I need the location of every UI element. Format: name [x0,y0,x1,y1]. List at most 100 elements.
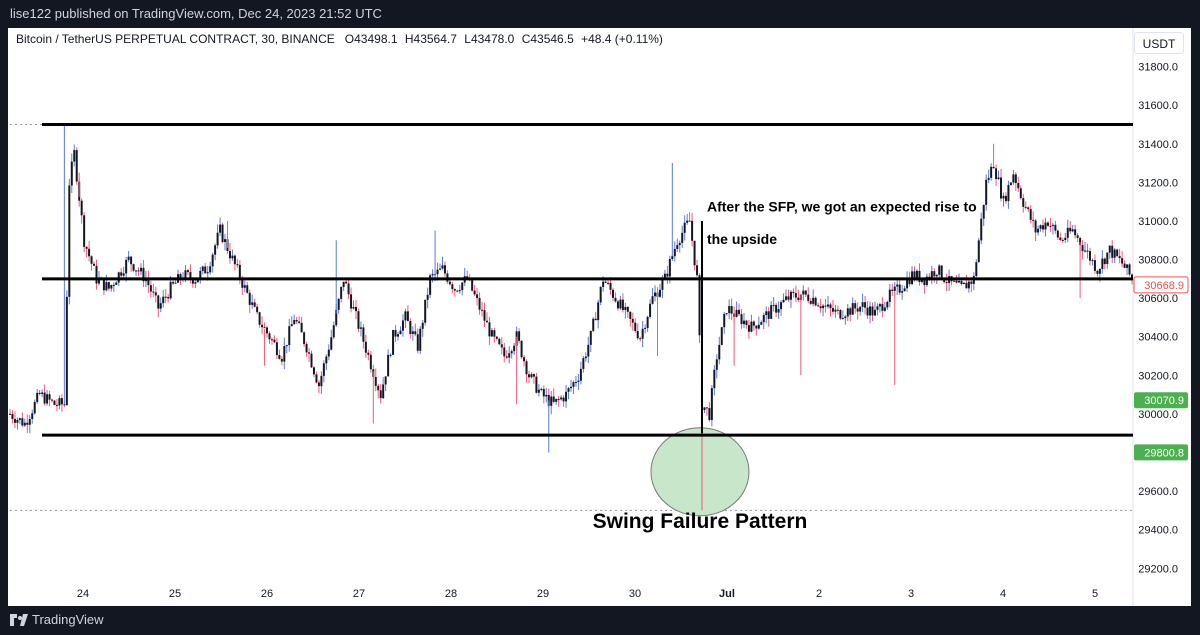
candle-body [765,311,768,316]
candle-body [490,330,493,337]
candle-body [439,268,442,270]
candle-body [312,367,315,375]
annotation-note: the upside [707,231,777,247]
candle-body [713,369,716,389]
candle-body [387,354,390,377]
candle-body [495,336,498,339]
candle-body [688,220,691,222]
candle-body [1131,274,1133,279]
candle-body [518,331,521,341]
candle-body [903,288,906,292]
candle-body [1059,237,1062,240]
candle-body [142,267,145,282]
candle-body [159,303,162,309]
candle-body [132,264,135,271]
candle-body [864,302,867,308]
candle-body [570,386,572,389]
candle-body [728,306,731,314]
candle-body [1126,264,1129,268]
candle-body [219,224,222,233]
candle-body [73,150,76,162]
candle-body [676,245,679,249]
candle-body [322,363,325,376]
candle-body [987,177,990,180]
candle-body [359,327,362,329]
candle-body [977,240,980,263]
candle-body [592,318,595,331]
candle-body [735,309,738,317]
candle-body [747,325,750,332]
candle-body [878,304,881,307]
candle-body [364,341,367,353]
candle-body [191,278,194,284]
candle-body [167,296,170,299]
x-tick-label: 26 [261,588,273,600]
candle-body [861,302,864,307]
candle-body [540,388,543,390]
candle-body [723,313,726,328]
candle-body [866,307,869,316]
candle-body [80,200,83,216]
candle-body [216,232,219,246]
candle-body [718,344,721,360]
candle-body [552,396,555,402]
candle-body [1019,188,1022,199]
candle-body [720,327,723,345]
candle-body [658,289,661,297]
candle-body [1014,174,1017,184]
candle-body [792,291,795,294]
candle-body [787,296,790,300]
ohlc-high: 43564.7 [413,32,457,46]
candle-body [594,318,597,321]
x-tick-label: 2 [816,588,822,600]
candle-body [147,278,150,286]
candle-body [960,280,963,284]
candle-body [629,311,632,319]
candle-body [310,353,313,368]
candle-body [577,380,580,382]
candle-body [317,382,320,387]
candle-body [995,168,998,180]
candle-body [152,291,155,293]
candle-body [392,329,395,355]
candle-body [938,265,941,275]
candle-body [135,270,138,272]
y-tick-label: 31000.0 [1138,216,1178,228]
candle-body [849,308,852,315]
candle-body [582,358,585,369]
candle-body [742,320,745,325]
candle-body [693,240,696,266]
candle-body [785,296,788,300]
candle-body [1046,222,1049,226]
candle-body [18,418,21,420]
candle-body [300,322,303,333]
candle-body [807,294,810,301]
chart-area[interactable]: Bitcoin / TetherUS PERPETUAL CONTRACT, 3… [8,28,1191,606]
currency-button[interactable]: USDT [1134,32,1184,54]
footer-bar: TradingView [0,606,1200,635]
x-tick-label: 3 [908,588,914,600]
candle-body [844,316,847,319]
candle-body [913,271,916,280]
candle-body [330,337,333,350]
candle-body [589,330,592,345]
x-tick-label: 25 [169,588,181,600]
candle-body [663,273,666,280]
candle-body [953,280,956,282]
candle-body [797,297,800,300]
candle-body [587,344,590,357]
candle-body [231,255,234,259]
candle-body [626,306,629,312]
y-tick-label: 30000.0 [1138,409,1178,421]
candle-body [705,407,708,409]
candle-body [851,303,854,315]
candle-body [377,385,380,391]
candle-body [1088,251,1091,261]
candle-body [201,266,204,271]
candle-body [154,292,157,296]
candle-body [1084,250,1087,252]
candle-body [397,334,400,337]
candle-body [1004,195,1007,202]
candle-body [883,307,886,311]
sfp-label: Swing Failure Pattern [593,510,808,533]
